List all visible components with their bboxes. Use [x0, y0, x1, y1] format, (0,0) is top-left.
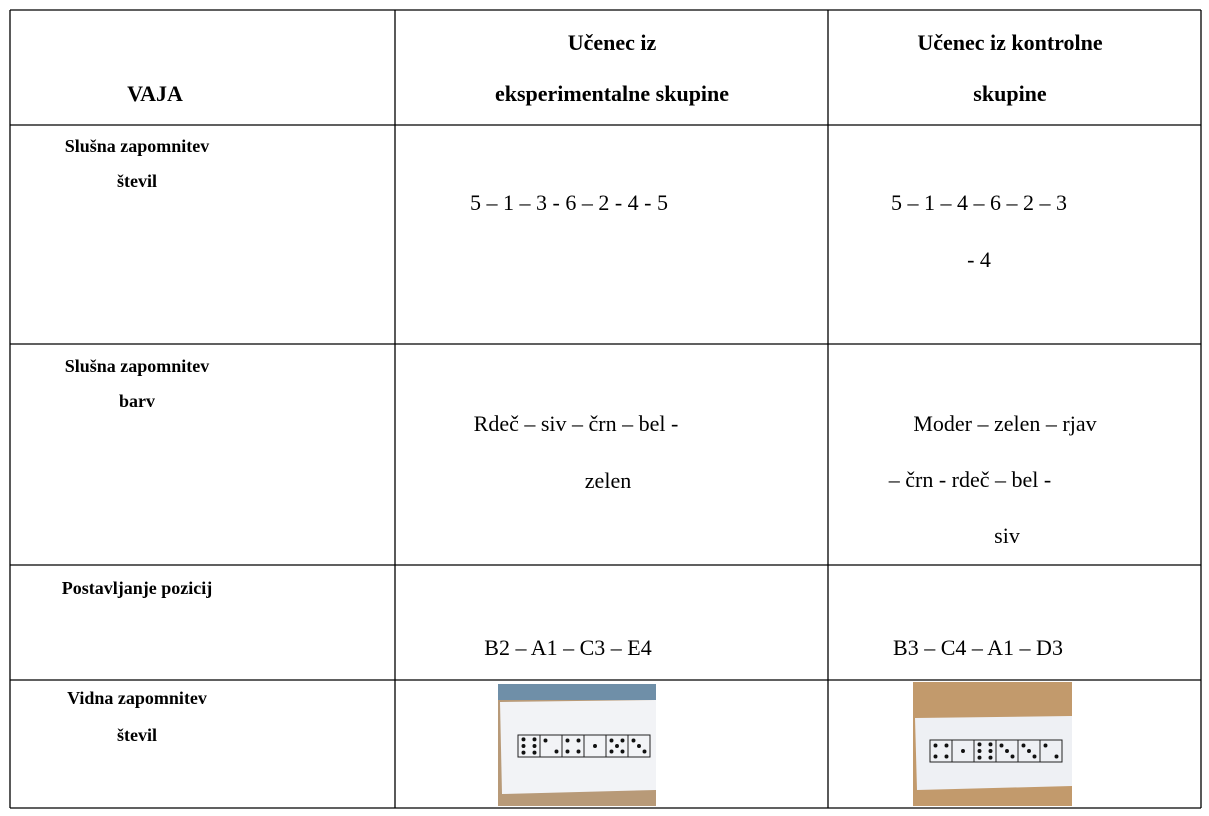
- pip: [609, 738, 614, 743]
- cell-text: – črn - rdeč – bel -: [888, 467, 1051, 492]
- pip: [576, 749, 581, 754]
- cell-text: Postavljanje pozicij: [62, 578, 212, 598]
- pip: [554, 749, 559, 754]
- cell-text: Učenec iz: [568, 30, 657, 55]
- cell-text: Slušna zapomnitev: [65, 356, 210, 376]
- pip: [521, 744, 526, 748]
- cell-text: Moder – zelen – rjav: [913, 411, 1096, 436]
- pip: [1043, 743, 1048, 748]
- pip: [609, 749, 614, 754]
- pip: [988, 755, 993, 760]
- pip: [1005, 749, 1009, 753]
- cell-text: števil: [117, 171, 157, 191]
- dice-photo: [498, 684, 656, 806]
- pip: [999, 743, 1004, 748]
- pip: [1021, 743, 1026, 748]
- pip: [532, 744, 537, 748]
- pip: [977, 742, 982, 747]
- cell-text: 5 – 1 – 4 – 6 – 2 – 3: [891, 190, 1067, 215]
- pip: [988, 749, 993, 753]
- pip: [521, 737, 526, 742]
- pip: [977, 749, 982, 753]
- cell-text: Vidna zapomnitev: [67, 688, 207, 708]
- cell-text: Učenec iz kontrolne: [917, 30, 1103, 55]
- pip: [565, 749, 570, 754]
- pip: [576, 738, 581, 743]
- pip: [977, 755, 982, 760]
- cell-text: barv: [119, 391, 155, 411]
- cell-text: B2 – A1 – C3 – E4: [484, 635, 651, 660]
- pip: [565, 738, 570, 743]
- pip: [944, 743, 949, 748]
- dice-photo: [913, 682, 1072, 806]
- pip: [637, 744, 641, 748]
- pip: [988, 742, 993, 747]
- pip: [1027, 749, 1031, 753]
- cell-text: 5 – 1 – 3 - 6 – 2 - 4 - 5: [470, 190, 668, 215]
- pip: [615, 744, 619, 748]
- pip: [933, 743, 938, 748]
- cell-text: VAJA: [127, 81, 183, 106]
- table-grid: [9, 9, 1202, 809]
- cell-text: Slušna zapomnitev: [65, 136, 210, 156]
- pip: [532, 737, 537, 742]
- cell-text: zelen: [585, 468, 631, 493]
- die: [1039, 739, 1063, 763]
- pip: [631, 738, 636, 743]
- pip: [1054, 754, 1059, 759]
- cell-text: siv: [994, 523, 1020, 548]
- pip: [593, 744, 597, 748]
- pip: [642, 749, 647, 754]
- cell-text: eksperimentalne skupine: [495, 81, 729, 106]
- cell-text: skupine: [973, 81, 1047, 106]
- pip: [1010, 754, 1015, 759]
- cell-text: - 4: [967, 247, 991, 272]
- cell-text: B3 – C4 – A1 – D3: [893, 635, 1063, 660]
- pip: [961, 749, 965, 753]
- pip: [620, 749, 625, 754]
- die: [627, 734, 651, 758]
- pip: [944, 754, 949, 759]
- pip: [521, 750, 526, 755]
- pip: [532, 750, 537, 755]
- pip: [933, 754, 938, 759]
- pip: [620, 738, 625, 743]
- pip: [543, 738, 548, 743]
- pip: [1032, 754, 1037, 759]
- cell-text: Rdeč – siv – črn – bel -: [474, 411, 679, 436]
- cell-text: števil: [117, 725, 157, 745]
